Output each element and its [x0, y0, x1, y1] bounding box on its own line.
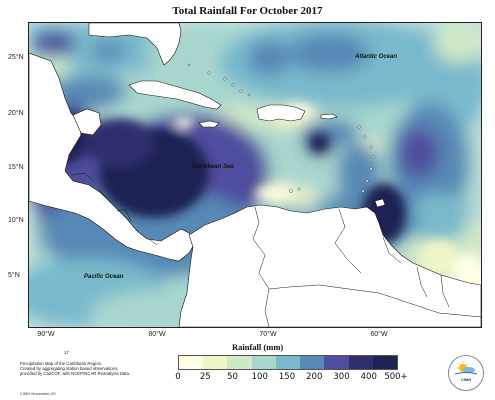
footnote: Precipitation Map of the Caribbean Regio… [20, 361, 170, 377]
cimh-logo: CIMH [448, 355, 484, 391]
florida-landmass [88, 23, 182, 66]
latitude-label: 5°N [8, 272, 20, 279]
rainfall-map: Atlantic Ocean Caribbean Sea Pacific Oce… [28, 22, 482, 328]
legend-swatch [300, 356, 325, 369]
legend-tick-label: 400 [360, 372, 377, 382]
legend-tick-label: 200 [306, 372, 323, 382]
legend-swatch [275, 356, 301, 369]
small-islands [187, 63, 375, 193]
latitude-label: 15°N [8, 164, 24, 171]
yucatan-landmass [72, 108, 102, 136]
cuba-landmass [128, 80, 222, 110]
legend-swatch [251, 356, 276, 369]
longitude-label: 60°W [370, 331, 388, 338]
legend-swatch [203, 356, 228, 369]
legend-tick-label: 100 [251, 372, 268, 382]
caribbean-sea-label: Caribbean Sea [192, 164, 234, 170]
rainfall-field [29, 23, 481, 327]
longitude-label: 70°W [259, 331, 277, 338]
puerto-rico-landmass [320, 113, 338, 120]
map-title: Total Rainfall For October 2017 [172, 5, 323, 17]
legend-tick-label: 500+ [384, 372, 408, 382]
page-number: 17 [64, 350, 70, 355]
longitude-label: 90°W [37, 331, 55, 338]
legend-swatch [227, 356, 252, 369]
longitude-label: 80°W [148, 331, 166, 338]
legend-swatch [372, 356, 397, 369]
legend-tick-label: 150 [278, 372, 296, 382]
legend-ticks: 0 25 50 100 150 200 300 400 500+ [0, 372, 495, 384]
atlantic-ocean-label: Atlantic Ocean [355, 54, 398, 60]
legend-swatch [348, 356, 373, 369]
legend-swatch [324, 356, 349, 369]
pacific-ocean-label: Pacific Ocean [84, 274, 124, 280]
legend-title: Rainfall (mm) [232, 342, 284, 352]
legend-tick-label: 300 [333, 372, 350, 382]
trinidad-landmass [374, 198, 386, 208]
latitude-label: 10°N [8, 217, 24, 224]
country-borders [70, 172, 481, 327]
footnote-line: Precipitation Map of the Caribbean Regio… [20, 361, 103, 366]
legend-tick-label: 25 [199, 372, 211, 382]
footnote-date: CIMH November-20 [20, 391, 56, 396]
logo-text: CIMH [460, 377, 472, 382]
latitude-label: 25°N [8, 54, 24, 61]
footnote-line: provided by CariCOF, with NCEP/NCAR Rean… [20, 371, 131, 377]
legend-color-bar [178, 355, 398, 370]
hispaniola-landmass [256, 104, 306, 122]
legend-swatch [179, 356, 204, 369]
legend-tick-label: 0 [175, 372, 181, 382]
legend-tick-label: 50 [227, 372, 238, 382]
jamaica-landmass [198, 120, 220, 128]
central-america-landmass [29, 52, 196, 262]
footnote-line: Created by aggregating station based obs… [20, 366, 119, 372]
latitude-label: 20°N [8, 110, 24, 117]
logo-sun-icon [454, 361, 478, 375]
